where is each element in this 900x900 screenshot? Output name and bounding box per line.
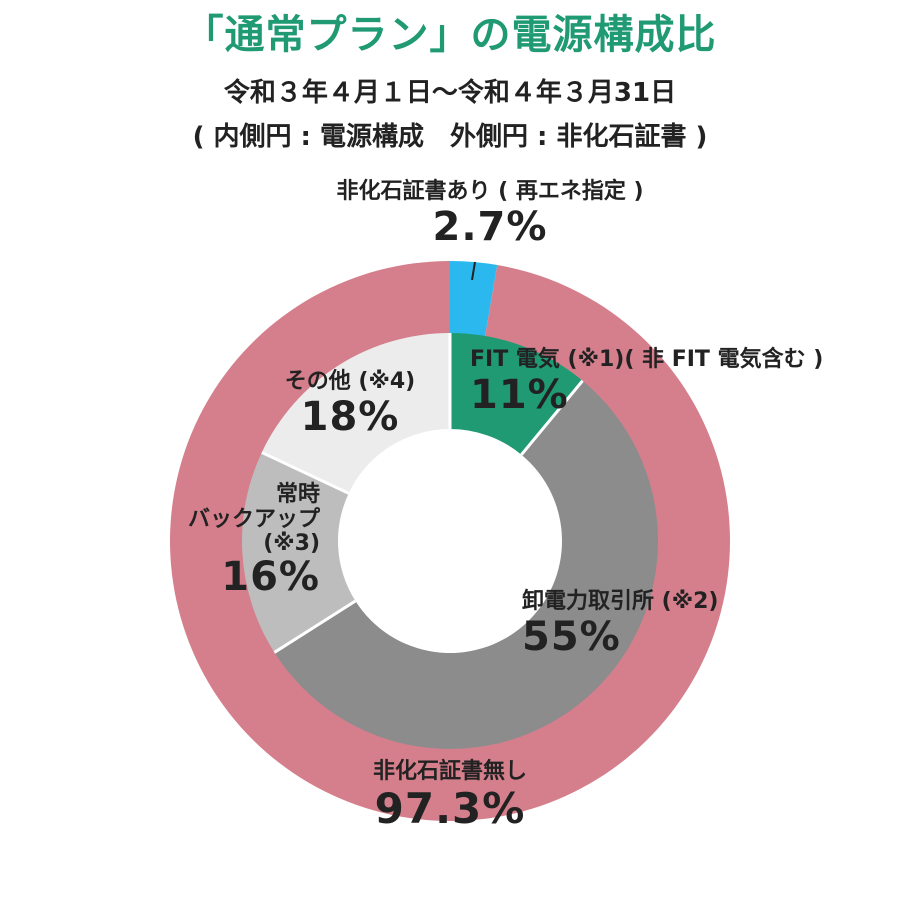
label-cert-value: 2.7%: [432, 203, 548, 250]
chart-title: 「通常プラン」の電源構成比: [183, 12, 717, 58]
chart-period: 令和３年４月１日～令和４年３月31日: [223, 78, 677, 108]
label-other: その他 (※4) 18%: [250, 369, 450, 440]
label-other-value: 18%: [300, 393, 400, 440]
label-fit: FIT 電気 (※1)( 非 FIT 電気含む ) 11%: [470, 347, 890, 418]
label-backup-text-1: 常時: [275, 482, 320, 507]
label-backup-text-2: バックアップ: [187, 506, 320, 532]
label-nocert-text: 非化石証書無し: [372, 759, 527, 784]
inner-slice-3: [261, 333, 450, 494]
label-fit-text: FIT 電気 (※1)( 非 FIT 電気含む ): [470, 347, 824, 372]
inner-slice-1: [274, 380, 659, 750]
label-nocert: 非化石証書無し 97.3%: [300, 759, 600, 833]
label-nocert-value: 97.3%: [374, 783, 526, 833]
cert-leader-line: [471, 261, 476, 281]
inner-slice-2: [242, 452, 356, 653]
inner-ring: [242, 333, 659, 750]
inner-separator-2: [273, 599, 357, 654]
label-backup-text-3: (※3): [263, 531, 320, 557]
label-jepx: 卸電力取引所 (※2) 55%: [522, 589, 802, 660]
inner-separator-3: [261, 451, 350, 495]
label-fit-value: 11%: [470, 371, 569, 418]
inner-separator-1: [520, 379, 584, 456]
label-backup: 常時 バックアップ (※3) 16%: [140, 482, 320, 600]
label-jepx-value: 55%: [522, 613, 621, 660]
label-other-text: その他 (※4): [284, 369, 416, 394]
label-cert: 非化石証書あり ( 再エネ指定 ) 2.7%: [300, 179, 680, 250]
label-cert-text: 非化石証書あり ( 再エネ指定 ): [336, 179, 644, 204]
chart-legend-note: ( 内側円 : 電源構成 外側円 : 非化石証書 ): [192, 122, 708, 152]
inner-slice-0: [450, 333, 583, 455]
label-jepx-text: 卸電力取引所 (※2): [522, 589, 719, 614]
label-backup-value: 16%: [221, 553, 320, 600]
